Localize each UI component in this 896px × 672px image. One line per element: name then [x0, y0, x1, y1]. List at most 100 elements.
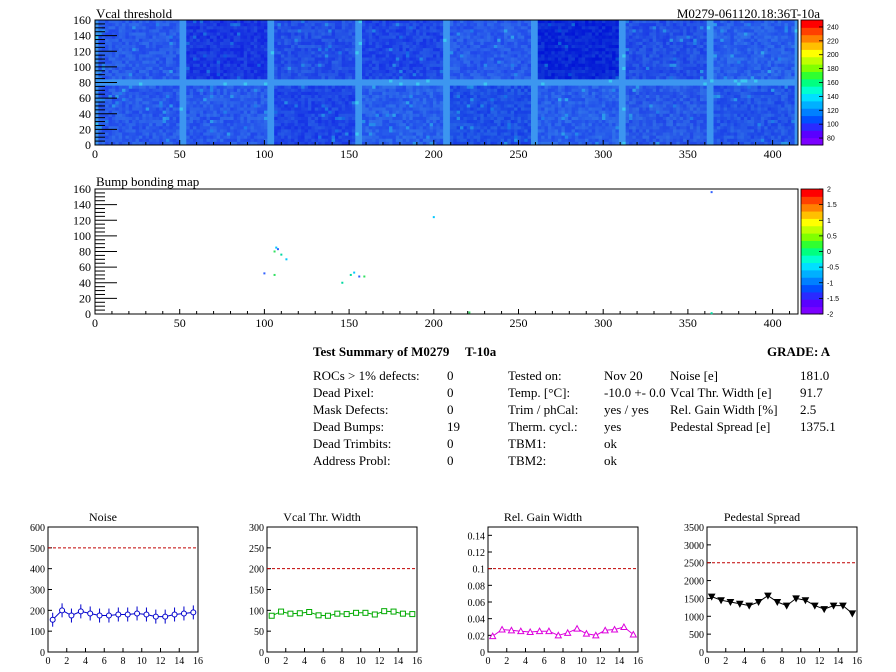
heatmap-cell — [324, 45, 329, 49]
heatmap-cell — [179, 88, 184, 93]
heatmap-cell — [432, 35, 437, 40]
heatmap-cell — [284, 41, 289, 46]
heatmap-cell — [473, 79, 478, 83]
heatmap-cell — [487, 54, 491, 58]
heatmap-cell — [493, 60, 498, 65]
heatmap-cell — [399, 32, 403, 37]
heatmap-cell — [297, 35, 302, 40]
heatmap-cell — [500, 38, 505, 43]
heatmap-cell — [656, 51, 660, 55]
heatmap-cell — [750, 76, 755, 80]
heatmap-cell — [487, 82, 491, 87]
heatmap-cell — [142, 35, 147, 40]
heatmap-cell — [497, 57, 501, 62]
heatmap-cell — [145, 45, 150, 49]
heatmap-cell — [585, 20, 589, 24]
heatmap-cell — [791, 29, 796, 33]
heatmap-cell — [656, 60, 660, 65]
heatmap-cell — [314, 41, 319, 46]
heatmap-cell — [750, 32, 755, 37]
heatmap-cell — [172, 54, 177, 58]
heatmap-cell — [301, 85, 305, 90]
heatmap-cell — [787, 38, 792, 43]
heatmap-cell — [476, 26, 481, 30]
heatmap-cell — [618, 51, 623, 55]
heatmap-cell — [693, 41, 698, 46]
heatmap-cell — [145, 32, 150, 37]
heatmap-cell — [142, 63, 147, 68]
heatmap-cell — [142, 26, 147, 30]
heatmap-cell — [544, 38, 549, 43]
heatmap-cell — [635, 82, 640, 87]
heatmap-cell — [362, 48, 366, 52]
heatmap-cell — [287, 60, 292, 65]
heatmap-cell — [351, 23, 356, 27]
heatmap-cell — [345, 45, 349, 49]
heatmap-cell — [247, 38, 251, 43]
heatmap-cell — [507, 76, 512, 80]
heatmap-cell — [713, 70, 718, 74]
heatmap-cell — [554, 51, 559, 55]
heatmap-cell — [399, 79, 403, 83]
heatmap-cell — [720, 41, 725, 46]
heatmap-cell — [683, 38, 687, 43]
heatmap-cell — [287, 79, 292, 83]
heatmap-cell — [392, 91, 397, 96]
heatmap-cell — [355, 51, 360, 55]
heatmap-cell — [743, 63, 748, 68]
heatmap-cell — [375, 45, 380, 49]
heatmap-cell — [409, 32, 414, 37]
heatmap-cell — [193, 91, 197, 96]
heatmap-cell — [443, 57, 447, 62]
heatmap-cell — [176, 82, 180, 87]
heatmap-cell — [527, 32, 532, 37]
heatmap-cell — [683, 73, 687, 77]
heatmap-cell — [162, 51, 167, 55]
heatmap-cell — [696, 20, 701, 24]
heatmap-cell — [740, 26, 745, 30]
heatmap-cell — [416, 57, 420, 62]
heatmap-cell — [706, 29, 711, 33]
heatmap-cell — [111, 85, 116, 90]
heatmap-cell — [520, 79, 525, 83]
heatmap-cell — [632, 60, 637, 65]
heatmap-cell — [612, 26, 616, 30]
heatmap-cell — [149, 66, 153, 71]
heatmap-cell — [618, 82, 623, 87]
heatmap-cell — [307, 54, 312, 58]
heatmap-cell — [520, 76, 525, 80]
heatmap-cell — [534, 29, 539, 33]
heatmap-cell — [128, 32, 133, 37]
heatmap-cell — [615, 32, 620, 37]
heatmap-cell — [291, 63, 295, 68]
heatmap-cell — [209, 20, 214, 24]
heatmap-cell — [368, 29, 373, 33]
heatmap-cell — [304, 63, 309, 68]
heatmap-cell — [307, 66, 312, 71]
heatmap-cell — [727, 76, 731, 80]
heatmap-cell — [656, 45, 660, 49]
heatmap-cell — [135, 73, 140, 77]
heatmap-cell — [186, 60, 191, 65]
heatmap-cell — [301, 23, 305, 27]
heatmap-cell — [199, 63, 204, 68]
heatmap-cell — [213, 29, 218, 33]
heatmap-cell — [240, 35, 245, 40]
heatmap-cell — [152, 26, 157, 30]
heatmap-cell — [679, 26, 684, 30]
heatmap-cell — [209, 76, 214, 80]
heatmap-cell — [733, 29, 738, 33]
heatmap-cell — [223, 45, 228, 49]
heatmap-cell — [534, 82, 539, 87]
heatmap-cell — [676, 82, 681, 87]
heatmap-cell — [341, 88, 346, 93]
heatmap-cell — [206, 76, 211, 80]
heatmap-cell — [206, 32, 211, 37]
heatmap-cell — [470, 79, 474, 83]
heatmap-cell — [196, 79, 201, 83]
heatmap-cell — [260, 48, 265, 52]
heatmap-cell — [382, 60, 387, 65]
heatmap-cell — [713, 85, 718, 90]
heatmap-cell — [199, 54, 204, 58]
heatmap-cell — [135, 35, 140, 40]
